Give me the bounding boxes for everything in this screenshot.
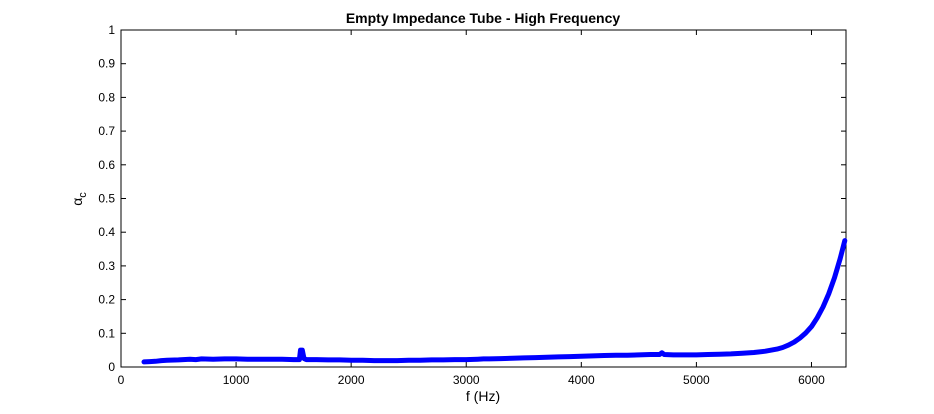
x-axis-label: f (Hz): [466, 388, 500, 404]
x-tick-label: 4000: [568, 373, 595, 387]
y-tick-label: 0.2: [98, 293, 115, 307]
y-tick-label: 0.1: [98, 326, 115, 340]
x-tick-label: 6000: [798, 373, 825, 387]
series-line: [141, 238, 848, 365]
y-tick-label: 1: [108, 23, 115, 37]
svg-text:αc: αc: [69, 192, 89, 206]
x-tick-label: 1000: [223, 373, 250, 387]
y-tick-label: 0.8: [98, 90, 115, 104]
plot-area: [120, 29, 847, 368]
x-tick-label: 0: [118, 373, 125, 387]
y-axis-label-subscript: c: [77, 192, 89, 198]
chart-title: Empty Impedance Tube - High Frequency: [346, 10, 621, 26]
y-tick-label: 0.3: [98, 259, 115, 273]
y-axis-label: α: [69, 198, 85, 206]
x-tick-label: 3000: [453, 373, 480, 387]
y-tick-label: 0.7: [98, 124, 115, 138]
x-tick-label: 2000: [338, 373, 365, 387]
y-tick-label: 0.5: [98, 192, 115, 206]
y-tick-label: 0.4: [98, 225, 115, 239]
y-tick-label: 0: [108, 360, 115, 374]
y-tick-label: 0.9: [98, 57, 115, 71]
y-tick-label: 0.6: [98, 158, 115, 172]
x-axis: 0 1000 2000 3000 4000 5000 6000: [118, 30, 825, 387]
y-axis-label-group: αc: [69, 192, 89, 206]
y-axis: 0 0.1 0.2 0.3 0.4 0.5 0.6 0.7 0.8 0.9 1: [98, 23, 846, 374]
x-tick-label: 5000: [683, 373, 710, 387]
